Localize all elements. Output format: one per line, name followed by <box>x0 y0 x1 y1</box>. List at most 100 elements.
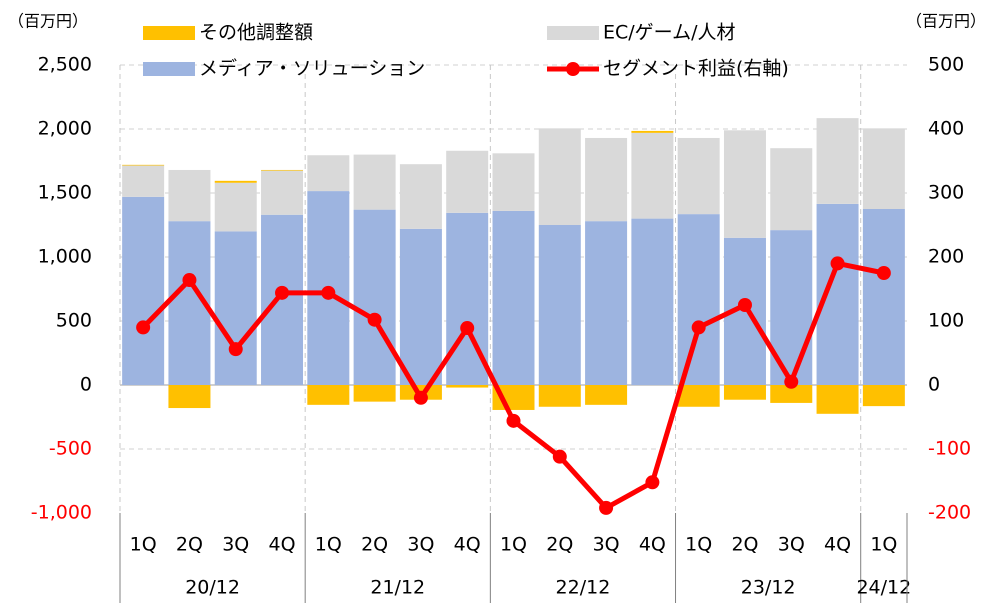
line-marker <box>645 475 660 490</box>
y2-tick-label: 0 <box>928 374 940 396</box>
bar <box>446 150 489 213</box>
bar <box>816 118 859 204</box>
y-tick-label: 500 <box>56 310 92 332</box>
line-marker <box>321 285 336 300</box>
bar <box>862 128 905 209</box>
x-tick-label: 1Q <box>315 534 342 556</box>
x-tick-label: 4Q <box>269 534 296 556</box>
x-group-label: 20/12 <box>185 577 240 599</box>
y-tick-label: 2,000 <box>38 118 92 140</box>
bar <box>168 169 211 222</box>
line-marker <box>737 298 752 312</box>
legend-swatch <box>143 26 195 40</box>
x-group-label: 24/12 <box>856 577 911 599</box>
y2-tick-label: -200 <box>928 502 971 524</box>
legend-label: メディア・ソリューション <box>199 58 425 80</box>
x-group-label: 23/12 <box>741 577 796 599</box>
line-marker <box>830 256 845 271</box>
bar <box>723 385 766 400</box>
bar <box>307 155 350 192</box>
line-marker <box>876 266 891 280</box>
bar <box>353 154 396 210</box>
bar <box>353 385 396 402</box>
bar <box>585 385 628 405</box>
y2-tick-label: 200 <box>928 246 964 268</box>
x-tick-label: 1Q <box>870 534 897 556</box>
x-tick-label: 1Q <box>500 534 527 556</box>
bar <box>492 210 535 385</box>
x-tick-label: 3Q <box>778 534 805 556</box>
y-tick-label: 1,500 <box>38 182 92 204</box>
x-group-label: 22/12 <box>556 577 611 599</box>
line-marker <box>228 342 243 357</box>
bar <box>399 164 442 229</box>
y2-tick-label: 300 <box>928 182 964 204</box>
bar <box>446 385 489 388</box>
y2-tick-label: 100 <box>928 310 964 332</box>
x-tick-label: 4Q <box>824 534 851 556</box>
bar <box>631 132 674 219</box>
x-tick-label: 4Q <box>454 534 481 556</box>
y-tick-label: 0 <box>80 374 92 396</box>
y-tick-label: -1,000 <box>31 502 92 524</box>
line-marker <box>599 500 614 515</box>
bar <box>585 221 628 385</box>
bar <box>677 385 720 407</box>
line-marker <box>367 312 382 327</box>
bar <box>770 385 813 403</box>
bar <box>770 148 813 231</box>
y2-tick-label: 400 <box>928 118 964 140</box>
line-marker <box>182 273 197 288</box>
x-tick-label: 1Q <box>685 534 712 556</box>
bar <box>307 385 350 405</box>
x-tick-label: 3Q <box>593 534 620 556</box>
y2-tick-label: -100 <box>928 438 971 460</box>
bar <box>631 130 674 133</box>
x-tick-label: 3Q <box>222 534 249 556</box>
bar <box>816 385 859 414</box>
bar <box>399 228 442 385</box>
x-tick-label: 3Q <box>407 534 434 556</box>
bar <box>585 137 628 222</box>
legend-label: セグメント利益(右軸) <box>603 58 789 80</box>
bar <box>862 385 905 407</box>
line-marker <box>460 321 475 336</box>
legend-marker <box>566 62 580 76</box>
bar <box>631 218 674 385</box>
x-tick-label: 2Q <box>546 534 573 556</box>
line-marker <box>784 374 799 389</box>
y2-unit: （百万円） <box>906 12 986 31</box>
line-marker <box>552 449 567 464</box>
bar <box>353 209 396 385</box>
y-tick-label: -500 <box>49 438 92 460</box>
bar <box>862 209 905 385</box>
line-marker <box>275 285 290 300</box>
legend-swatch <box>143 62 195 76</box>
line-marker <box>506 413 521 428</box>
bar <box>677 137 720 215</box>
x-tick-label: 2Q <box>176 534 203 556</box>
bar <box>261 214 304 385</box>
x-tick-label: 2Q <box>731 534 758 556</box>
line-marker <box>136 320 151 335</box>
bar <box>122 196 165 385</box>
legend-swatch <box>547 26 599 40</box>
y-tick-label: 2,500 <box>38 54 92 76</box>
legend-label: その他調整額 <box>199 22 313 44</box>
legend-label: EC/ゲーム/人材 <box>603 22 736 44</box>
x-group-label: 21/12 <box>370 577 425 599</box>
bar <box>214 231 257 385</box>
y2-tick-label: 500 <box>928 54 964 76</box>
x-tick-label: 1Q <box>130 534 157 556</box>
x-tick-label: 4Q <box>639 534 666 556</box>
bar <box>723 130 766 238</box>
bar <box>261 169 304 171</box>
bar <box>214 182 257 232</box>
y-unit: （百万円） <box>8 12 88 31</box>
bar <box>538 128 581 225</box>
line-marker <box>691 320 706 335</box>
bar <box>122 165 165 197</box>
x-tick-label: 2Q <box>361 534 388 556</box>
